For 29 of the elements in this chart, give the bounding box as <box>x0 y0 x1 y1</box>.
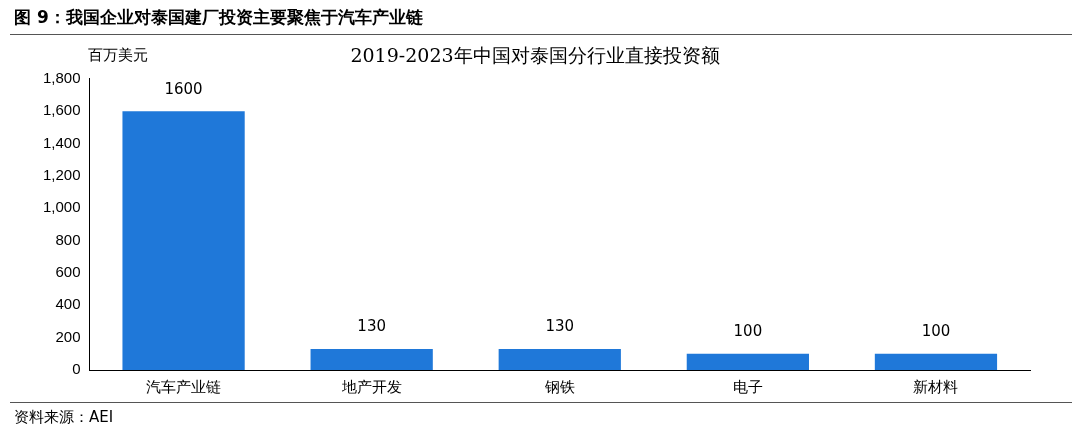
y-tick-label: 1,400 <box>42 133 81 151</box>
y-tick-label: 600 <box>55 263 81 281</box>
bar <box>686 353 809 370</box>
x-tick-label: 钢铁 <box>543 378 575 396</box>
chart-title: 图 9：我国企业对泰国建厂投资主要聚焦于汽车产业链 <box>14 6 423 29</box>
y-tick-label: 0 <box>72 360 81 378</box>
chart-subtitle: 2019-2023年中国对泰国分行业直接投资额 <box>350 44 720 67</box>
y-tick-label: 1,600 <box>42 101 81 119</box>
bar <box>498 348 621 370</box>
y-tick-label: 800 <box>55 230 81 248</box>
data-label: 130 <box>545 317 575 336</box>
x-tick-label: 新材料 <box>913 378 959 396</box>
data-label: 100 <box>921 322 951 341</box>
text: 资料来源：AEI <box>14 408 114 427</box>
y-tick-label: 1,200 <box>42 166 81 184</box>
bar <box>310 348 433 370</box>
bar <box>122 111 245 370</box>
data-label: 130 <box>357 317 386 336</box>
y-tick-label: 200 <box>55 327 81 345</box>
x-tick-label: 汽车产业链 <box>146 378 222 396</box>
x-tick-label: 地产开发 <box>340 378 402 396</box>
data-label: 1600 <box>164 79 203 98</box>
y-axis-title: 百万美元 <box>88 46 148 65</box>
y-tick-label: 400 <box>55 295 81 313</box>
y-tick-label: 1,000 <box>42 198 81 216</box>
x-tick-label: 电子 <box>732 378 763 396</box>
y-tick-label: 1,800 <box>42 68 81 86</box>
data-label: 100 <box>733 322 763 341</box>
bar <box>874 353 998 370</box>
